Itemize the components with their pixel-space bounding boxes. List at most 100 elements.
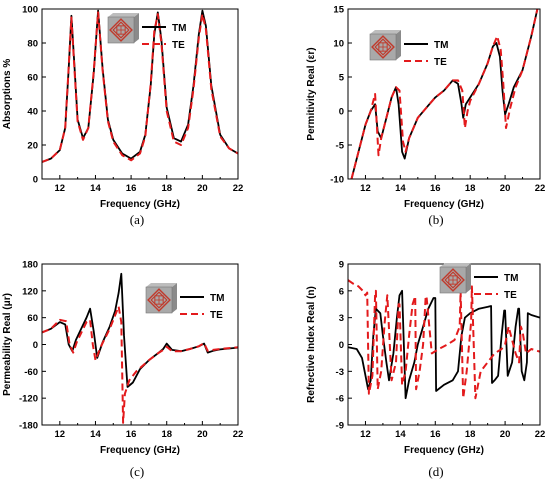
series-line-te — [350, 9, 539, 179]
x-tick-label: 18 — [161, 183, 172, 194]
x-tick-label: 16 — [430, 183, 441, 194]
y-tick-label: -6 — [336, 394, 344, 405]
icon-slab-top — [370, 30, 401, 34]
icon-slab-side — [466, 263, 471, 293]
series-line-te — [42, 11, 238, 163]
x-tick-label: 18 — [161, 429, 172, 440]
chart-panel-b: 12 14 16 18 20 22 -10 -5 0 5 10 15 Frequency (GHz) Pe… — [306, 5, 545, 228]
icon-slab-side — [396, 30, 401, 60]
icon-inner-square — [154, 295, 164, 305]
x-tick-label: 22 — [233, 183, 244, 194]
metamaterial-unit-cell-icon — [107, 13, 139, 44]
legend-label-te: TE — [172, 40, 185, 51]
x-tick-label: 20 — [197, 429, 208, 440]
y-tick-label: 0 — [339, 107, 344, 118]
x-tick-label: 14 — [90, 183, 101, 194]
y-axis-label: Permitivity Real (εr) — [306, 47, 317, 140]
x-tick-label: 12 — [55, 429, 66, 440]
x-tick-label: 16 — [126, 183, 137, 194]
x-tick-label: 14 — [395, 183, 406, 194]
legend: TM TE — [474, 273, 518, 301]
legend-label-te: TE — [210, 310, 223, 321]
y-tick-label: 180 — [22, 260, 38, 271]
x-tick-label: 18 — [465, 183, 476, 194]
x-tick-label: 12 — [360, 183, 371, 194]
icon-middle-ring — [150, 291, 168, 309]
legend-label-te: TE — [434, 57, 447, 68]
plot-frame — [347, 8, 541, 180]
chart-panel-c: 12 14 16 18 20 22 -180 -120 -60 0 60 120 180 Frequenc… — [2, 260, 243, 480]
x-axis-label: Frequency (GHz) — [404, 445, 484, 456]
y-axis-label: Absorptions % — [2, 59, 13, 130]
y-tick-label: 0 — [33, 340, 38, 351]
y-tick-label: -120 — [19, 394, 38, 405]
icon-slab-top — [146, 283, 177, 287]
y-tick-label: -9 — [336, 421, 344, 432]
icon-middle-ring — [374, 38, 392, 56]
legend-label-tm: TM — [434, 40, 448, 51]
panel-caption: (a) — [130, 212, 144, 227]
x-tick-label: 18 — [465, 429, 476, 440]
chart-panel-a: 12 14 16 18 20 22 0 20 40 60 80 100 Frequency (GHz) A… — [2, 5, 243, 228]
legend: TM TE — [180, 293, 224, 321]
x-tick-label: 20 — [500, 183, 511, 194]
icon-inner-square — [448, 275, 458, 285]
legend-label-te: TE — [504, 290, 517, 301]
y-tick-label: 9 — [339, 260, 344, 271]
icon-slab-side — [134, 13, 139, 43]
y-tick-label: 5 — [339, 73, 345, 84]
legend: TM TE — [142, 23, 186, 51]
x-tick-label: 20 — [197, 183, 208, 194]
panel-caption: (c) — [130, 464, 144, 479]
y-tick-label: -60 — [24, 367, 38, 378]
y-tick-label: 0 — [339, 340, 344, 351]
x-tick-label: 22 — [535, 183, 546, 194]
y-tick-label: 80 — [27, 39, 38, 50]
x-tick-label: 14 — [90, 429, 101, 440]
y-tick-label: 10 — [333, 39, 344, 50]
y-tick-label: 15 — [333, 5, 344, 16]
icon-outer-ring — [441, 268, 465, 292]
legend: TM TE — [404, 40, 448, 68]
y-tick-label: 6 — [339, 286, 344, 297]
series-line-te — [348, 279, 540, 400]
y-tick-label: 3 — [339, 313, 344, 324]
chart-panel-d: 12 14 16 18 20 22 -9 -6 -3 0 3 6 9 Frequency (GHz) Ref… — [306, 260, 545, 480]
x-axis-label: Frequency (GHz) — [100, 199, 180, 210]
icon-middle-ring — [444, 271, 462, 289]
x-axis-label: Frequency (GHz) — [100, 445, 180, 456]
y-axis-label: Permeability Real (μr) — [2, 293, 13, 396]
x-tick-label: 12 — [360, 429, 371, 440]
icon-slab-top — [440, 263, 471, 267]
x-tick-label: 16 — [126, 429, 137, 440]
y-tick-label: 20 — [27, 141, 38, 152]
legend-label-tm: TM — [210, 293, 224, 304]
x-tick-label: 12 — [55, 183, 66, 194]
legend-label-tm: TM — [172, 23, 186, 34]
x-tick-label: 14 — [395, 429, 406, 440]
y-tick-label: -180 — [19, 421, 38, 432]
x-axis-label: Frequency (GHz) — [404, 199, 484, 210]
metamaterial-unit-cell-icon — [439, 263, 471, 294]
y-tick-label: -3 — [336, 367, 344, 378]
icon-outer-ring — [371, 35, 395, 59]
x-tick-label: 22 — [535, 429, 546, 440]
icon-middle-ring — [112, 21, 130, 39]
x-tick-label: 22 — [233, 429, 244, 440]
y-tick-label: 40 — [27, 107, 38, 118]
plot-frame — [41, 263, 239, 426]
y-tick-label: 100 — [22, 5, 38, 16]
legend-label-tm: TM — [504, 273, 518, 284]
y-tick-label: 60 — [27, 73, 38, 84]
metamaterial-unit-cell-icon — [145, 283, 177, 314]
icon-outer-ring — [147, 288, 171, 312]
x-tick-label: 16 — [430, 429, 441, 440]
panel-caption: (b) — [428, 212, 443, 227]
icon-slab-top — [108, 13, 139, 17]
y-tick-label: 0 — [33, 175, 38, 186]
y-tick-label: -10 — [330, 175, 344, 186]
y-tick-label: -5 — [336, 141, 345, 152]
y-tick-label: 120 — [22, 286, 38, 297]
panel-caption: (d) — [428, 464, 443, 479]
